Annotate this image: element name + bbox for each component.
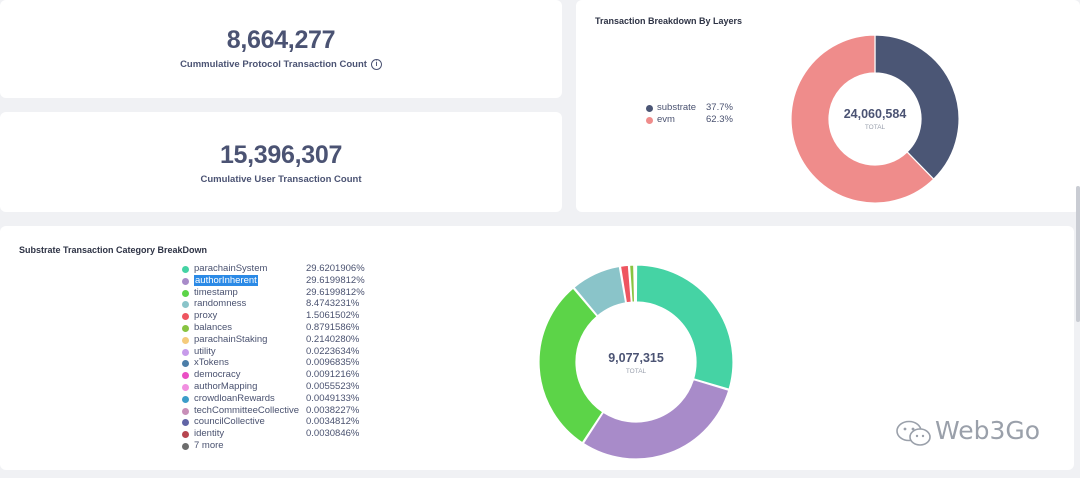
legend-percent: 62.3%	[706, 114, 733, 125]
legend-label: democracy	[194, 369, 241, 381]
legend-label: proxy	[194, 310, 218, 322]
substrate-total-label: TOTAL	[626, 368, 647, 375]
substrate-category-card: Substrate Transaction Category BreakDown…	[0, 226, 1074, 470]
legend-percent: 29.6199812%	[306, 274, 365, 286]
legend-dot	[182, 348, 189, 356]
wechat-logo-icon	[896, 420, 931, 446]
protocol-transaction-label: Cummulative Protocol Transaction Count i	[0, 59, 562, 70]
legend-percent: 0.0049133%	[306, 392, 360, 404]
legend-label: authorMapping	[194, 381, 258, 392]
legend-dot	[646, 117, 653, 124]
legend-label: techCommitteeCollective	[194, 404, 300, 416]
slice-proxy[interactable]	[619, 264, 632, 304]
slice-author-inherent[interactable]	[582, 378, 730, 460]
legend-dot	[182, 301, 189, 309]
watermark-text: Web3Go	[935, 416, 1041, 445]
legend-label: evm	[657, 114, 675, 125]
legend-percent: 0.0034812%	[306, 416, 360, 428]
legend-dot	[182, 360, 189, 368]
legend-dot	[182, 419, 189, 427]
legend-dot	[182, 325, 189, 332]
substrate-total-value: 9,077,315	[608, 351, 664, 365]
legend-percent: 29.6199812%	[306, 286, 365, 298]
legend-label: parachainSystem	[194, 263, 268, 274]
legend-label: parachainStaking	[194, 333, 268, 345]
legend-dot	[182, 395, 189, 403]
legend-percent: 29.6201906%	[306, 263, 365, 274]
legend-dot	[182, 266, 189, 273]
legend-percent: 0.2140280%	[306, 333, 360, 345]
slice-randomness[interactable]	[573, 265, 627, 317]
legend-label: councilCollective	[194, 416, 265, 428]
legend-percent: 0.0223634%	[306, 345, 360, 357]
legend-dot	[182, 431, 189, 439]
info-icon[interactable]: i	[370, 59, 382, 70]
substrate-chart-title: Substrate Transaction Category BreakDown	[19, 245, 208, 255]
slice-evm[interactable]	[790, 34, 935, 204]
legend-dot	[182, 313, 189, 321]
legend-label: utility	[194, 345, 216, 357]
legend-percent: 0.0055523%	[306, 381, 360, 392]
page-scrollbar[interactable]	[1076, 186, 1080, 322]
legend-percent: 0.0091216%	[306, 369, 360, 381]
protocol-transaction-label-text: Cummulative Protocol Transaction Count	[180, 59, 367, 71]
layers-chart-title: Transaction Breakdown By Layers	[595, 16, 743, 26]
legend-percent: 1.5061502%	[306, 310, 360, 322]
legend-label: crowdloanRewards	[194, 392, 275, 404]
legend-percent: 0.0030846%	[306, 428, 360, 440]
layers-donut-chart: 24,060,584 TOTAL	[790, 34, 960, 204]
user-transaction-label: Cumulative User Transaction Count	[200, 174, 362, 185]
substrate-donut-chart: 9,077,315 TOTAL	[538, 264, 734, 460]
legend-percent: 37.7%	[706, 102, 733, 113]
protocol-transaction-card: 8,664,277 Cummulative Protocol Transacti…	[0, 0, 562, 98]
legend-dot	[182, 289, 189, 297]
layers-total-value: 24,060,584	[844, 107, 907, 121]
legend-dot	[182, 336, 189, 344]
slice-parachain-system[interactable]	[635, 264, 734, 390]
user-transaction-card: 15,396,307 Cumulative User Transaction C…	[0, 112, 562, 212]
slice-substrate[interactable]	[874, 34, 960, 180]
legend-label: timestamp	[194, 286, 238, 298]
legend-dot	[182, 277, 189, 285]
legend-label: xTokens	[194, 357, 229, 369]
legend-dot	[182, 407, 189, 415]
legend-percent: 0.8791586%	[306, 322, 360, 333]
slice-timestamp[interactable]	[538, 287, 604, 444]
legend-label: substrate	[657, 102, 697, 113]
legend-percent: 0.0038227%	[306, 404, 360, 416]
legend-label: randomness	[194, 298, 247, 310]
legend-dot	[182, 443, 189, 450]
legend-dot	[182, 384, 189, 391]
user-transaction-count: 15,396,307	[219, 141, 343, 169]
layers-total-label: TOTAL	[865, 124, 886, 131]
legend-label: 7 more	[194, 440, 224, 451]
legend-label: identity	[194, 428, 225, 440]
legend-label: balances	[194, 322, 233, 333]
legend-percent: 0.0096835%	[306, 357, 360, 369]
legend-label: authorInherent	[194, 274, 258, 286]
legend-dot	[646, 105, 653, 112]
protocol-transaction-count: 8,664,277	[226, 26, 336, 54]
legend-dot	[182, 372, 189, 380]
legend-percent: 8.4743231%	[306, 298, 360, 310]
layers-breakdown-card: Transaction Breakdown By Layers substrat…	[576, 0, 1080, 212]
